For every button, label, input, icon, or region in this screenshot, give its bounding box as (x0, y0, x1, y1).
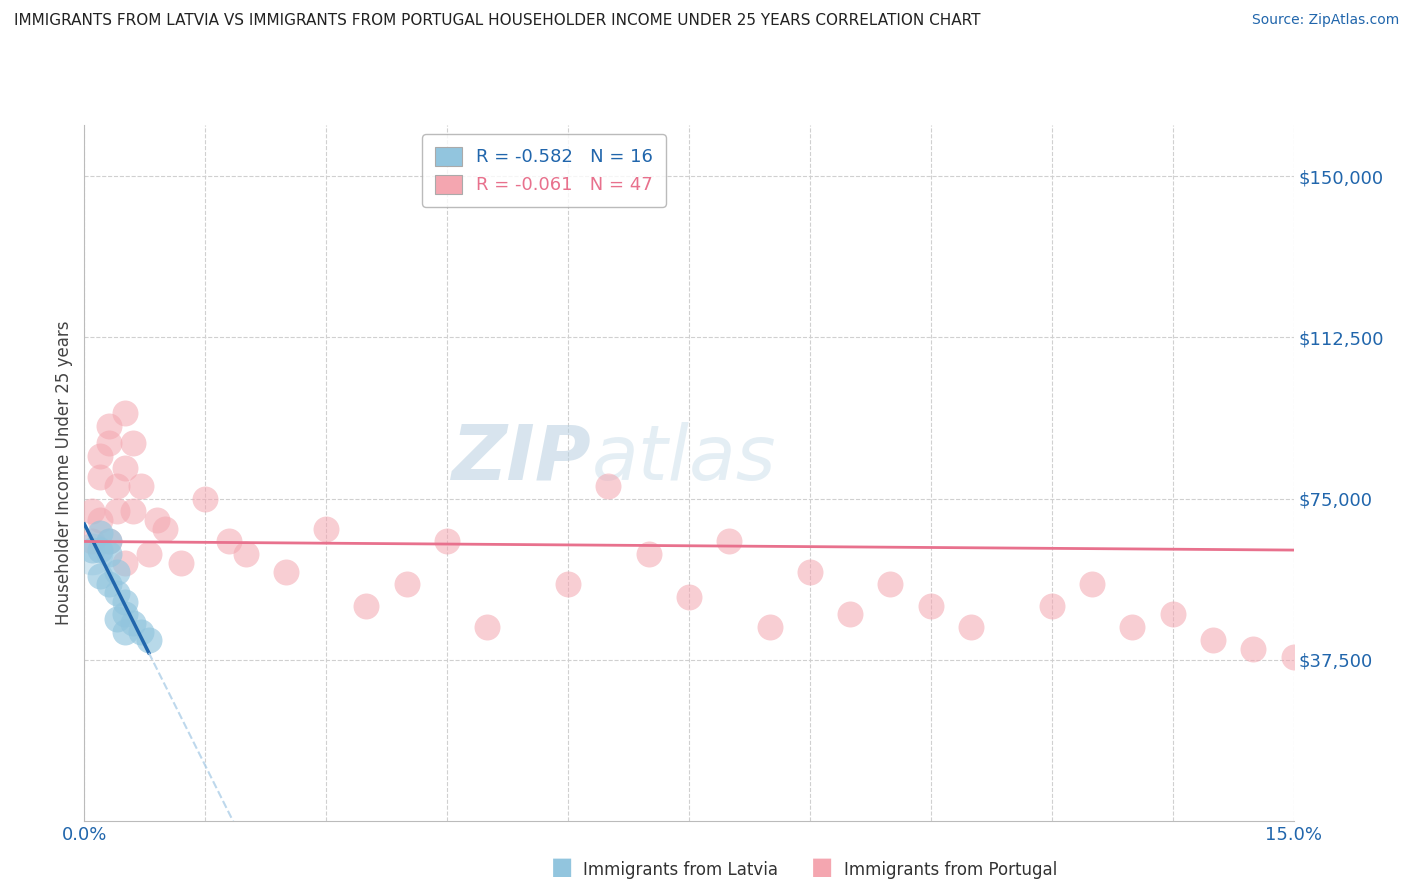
Y-axis label: Householder Income Under 25 years: Householder Income Under 25 years (55, 320, 73, 625)
Point (395, 577, 418, 591)
Point (82, 547, 104, 561)
Text: Immigrants from Portugal: Immigrants from Portugal (844, 861, 1057, 879)
Point (114, 594, 136, 608)
Point (879, 577, 901, 591)
Point (1241, 641, 1264, 656)
Point (637, 547, 659, 561)
Point (315, 522, 337, 536)
Text: ■: ■ (811, 855, 834, 879)
Point (105, 612, 128, 626)
Point (678, 591, 700, 605)
Point (920, 599, 942, 613)
Point (1040, 599, 1063, 613)
Point (89, 449, 111, 463)
Text: IMMIGRANTS FROM LATVIA VS IMMIGRANTS FROM PORTUGAL HOUSEHOLDER INCOME UNDER 25 Y: IMMIGRANTS FROM LATVIA VS IMMIGRANTS FRO… (14, 13, 980, 29)
Point (97, 534, 120, 549)
Point (1202, 633, 1225, 648)
Point (97, 418, 120, 433)
Point (274, 565, 297, 579)
Point (114, 406, 136, 420)
Point (1282, 650, 1305, 665)
Point (194, 491, 217, 506)
Point (121, 616, 143, 631)
Point (114, 461, 136, 475)
Point (82, 534, 104, 549)
Point (89, 470, 111, 484)
Point (97, 577, 120, 591)
Point (97, 547, 120, 561)
Point (89, 569, 111, 583)
Point (799, 565, 821, 579)
Point (356, 599, 378, 613)
Point (960, 620, 983, 634)
Point (839, 607, 862, 622)
Point (598, 478, 620, 492)
Legend: R = -0.582   N = 16, R = -0.061   N = 47: R = -0.582 N = 16, R = -0.061 N = 47 (422, 134, 665, 207)
Text: Source: ZipAtlas.com: Source: ZipAtlas.com (1251, 13, 1399, 28)
Point (477, 620, 499, 634)
Point (1161, 607, 1184, 622)
Point (105, 504, 128, 518)
Point (121, 504, 143, 518)
Point (114, 556, 136, 570)
Point (121, 435, 143, 450)
Point (557, 577, 579, 591)
Point (105, 565, 128, 579)
Point (138, 633, 160, 648)
Text: ZIP: ZIP (453, 422, 592, 496)
Point (170, 556, 193, 570)
Point (138, 547, 160, 561)
Point (97, 534, 120, 549)
Point (105, 586, 128, 600)
Point (97, 435, 120, 450)
Point (146, 513, 169, 527)
Point (82, 543, 104, 558)
Point (89, 543, 111, 558)
Point (89, 513, 111, 527)
Point (436, 534, 458, 549)
Point (218, 534, 240, 549)
Point (89, 525, 111, 540)
Point (235, 547, 257, 561)
Point (105, 478, 128, 492)
Point (1121, 620, 1143, 634)
Point (758, 620, 780, 634)
Point (718, 534, 741, 549)
Point (82, 504, 104, 518)
Point (129, 478, 152, 492)
Point (129, 624, 152, 639)
Text: atlas: atlas (592, 422, 776, 496)
Text: Immigrants from Latvia: Immigrants from Latvia (583, 861, 779, 879)
Point (114, 624, 136, 639)
Text: ■: ■ (551, 855, 574, 879)
Point (114, 607, 136, 622)
Point (1081, 577, 1104, 591)
Point (153, 522, 176, 536)
